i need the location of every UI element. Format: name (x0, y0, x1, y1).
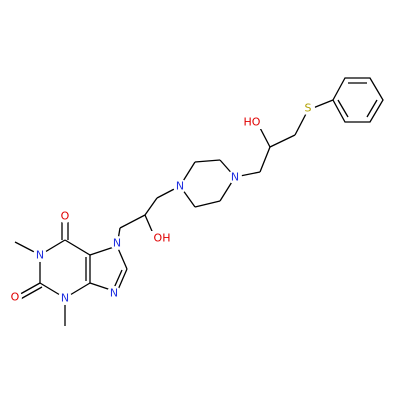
atom-label: N (110, 287, 118, 300)
atom-label: N (61, 292, 69, 305)
atom-label: O (61, 210, 70, 223)
atom-labels: O N O N N N OH N N HO S (8, 101, 315, 305)
atom-label: N (176, 180, 184, 193)
atom-label: N (113, 237, 121, 250)
atom-label: N (231, 171, 239, 184)
atom-label: O (11, 291, 20, 304)
atom-label: OH (154, 232, 171, 245)
atom-label: HO (244, 116, 261, 129)
atom-label: S (305, 102, 312, 115)
atom-label: N (36, 249, 44, 262)
